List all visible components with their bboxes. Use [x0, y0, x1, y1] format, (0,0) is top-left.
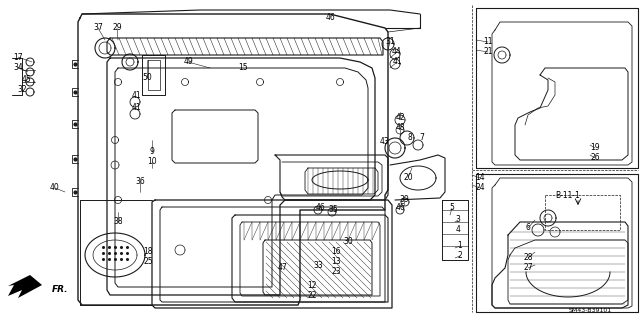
Polygon shape [8, 275, 42, 298]
Text: 10: 10 [147, 157, 157, 166]
Text: 24: 24 [475, 183, 485, 192]
Text: 5: 5 [449, 204, 454, 212]
Text: 27: 27 [523, 263, 533, 272]
Text: 26: 26 [590, 153, 600, 162]
Text: 18: 18 [143, 248, 153, 256]
Text: 41: 41 [131, 92, 141, 100]
Text: 31: 31 [385, 38, 395, 47]
Text: 4: 4 [456, 226, 460, 234]
Text: SM43-B39101: SM43-B39101 [568, 308, 612, 313]
Text: 43: 43 [380, 137, 390, 146]
Text: 22: 22 [307, 291, 317, 300]
Text: 20: 20 [403, 174, 413, 182]
Text: 49: 49 [183, 57, 193, 66]
Text: 45: 45 [21, 76, 31, 85]
Text: 36: 36 [135, 177, 145, 187]
Text: 40: 40 [50, 183, 60, 192]
Text: 46: 46 [395, 204, 405, 212]
Text: 42: 42 [395, 114, 405, 122]
Text: 14: 14 [475, 174, 485, 182]
Text: 16: 16 [331, 248, 341, 256]
Text: 47: 47 [277, 263, 287, 272]
Text: 8: 8 [408, 133, 412, 143]
Text: 46: 46 [325, 13, 335, 23]
Text: 30: 30 [343, 238, 353, 247]
Text: B-11-1: B-11-1 [556, 191, 580, 201]
Text: 41: 41 [392, 57, 402, 66]
Text: 29: 29 [112, 24, 122, 33]
Text: FR.: FR. [52, 286, 68, 294]
Text: 39: 39 [399, 196, 409, 204]
Text: 6: 6 [525, 224, 531, 233]
Text: 7: 7 [420, 133, 424, 143]
Text: 17: 17 [13, 53, 23, 62]
Text: 2: 2 [458, 251, 462, 261]
Text: 1: 1 [458, 241, 462, 250]
Text: 38: 38 [113, 218, 123, 226]
Text: 35: 35 [328, 205, 338, 214]
Text: 25: 25 [143, 257, 153, 266]
Text: 32: 32 [17, 85, 27, 94]
Text: 19: 19 [590, 144, 600, 152]
Text: 28: 28 [524, 254, 532, 263]
Text: 9: 9 [150, 147, 154, 157]
Text: 46: 46 [315, 204, 325, 212]
Text: 50: 50 [142, 73, 152, 83]
Text: 21: 21 [483, 48, 493, 56]
Text: 33: 33 [313, 261, 323, 270]
Text: 12: 12 [307, 280, 317, 290]
Text: 23: 23 [331, 268, 341, 277]
Text: 3: 3 [456, 216, 460, 225]
Text: 37: 37 [93, 24, 103, 33]
Text: 44: 44 [392, 48, 402, 56]
Text: 34: 34 [13, 63, 23, 71]
Text: 41: 41 [131, 103, 141, 113]
Text: 15: 15 [238, 63, 248, 72]
Text: 13: 13 [331, 257, 341, 266]
Text: 11: 11 [483, 38, 493, 47]
Text: 48: 48 [395, 123, 405, 132]
